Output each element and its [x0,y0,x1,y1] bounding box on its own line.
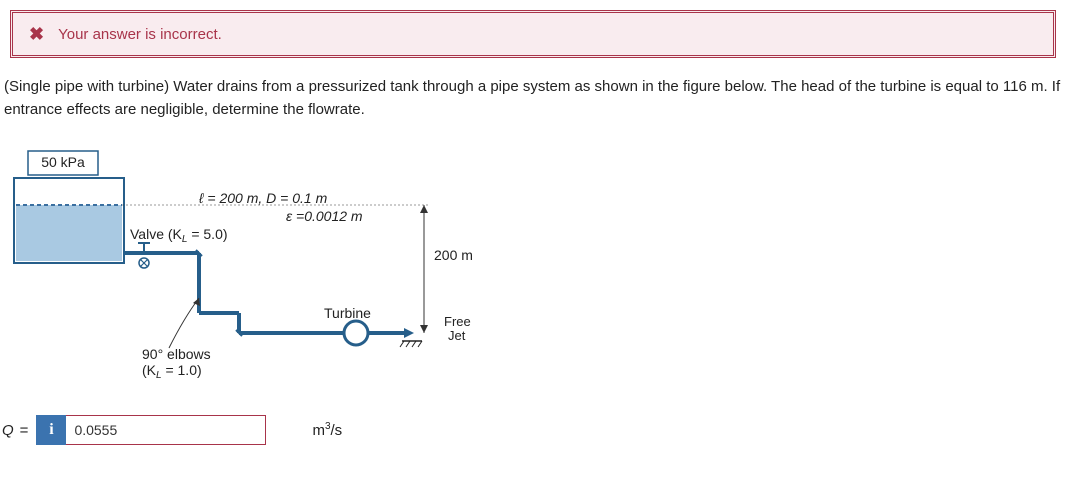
elbow-label-1: 90° elbows [142,346,211,362]
elbow-label-2: (KL = 1.0) [142,362,202,381]
drop-label: 200 m [434,247,473,263]
question-text: (Single pipe with turbine) Water drains … [0,76,1066,121]
answer-row: Q = i m3/s [0,415,1066,445]
free-jet-label-1: Free [444,314,471,329]
tank-water [16,205,122,261]
valve-icon [138,243,150,268]
pressure-label: 50 kPa [41,154,85,170]
answer-input[interactable] [66,415,266,445]
roughness-label: ε =0.0012 m [286,208,363,224]
jet-nozzle-icon [404,328,414,338]
equals-sign: = [20,422,29,439]
error-banner: ✖ Your answer is incorrect. [10,10,1056,58]
info-button[interactable]: i [36,415,66,445]
figure-svg: 50 kPa [4,143,474,383]
unit-label: m3/s [312,421,342,439]
problem-figure: 50 kPa [4,143,484,387]
pipe-length-label: ℓ = 200 m, D = 0.1 m [198,190,328,206]
x-icon: ✖ [29,25,44,43]
turbine-label: Turbine [324,305,371,321]
elbow-pointer [169,298,199,348]
error-message: Your answer is incorrect. [58,26,222,43]
answer-var-label: Q [2,422,14,439]
free-jet-label-2: Jet [448,328,466,343]
turbine-icon [344,321,368,345]
